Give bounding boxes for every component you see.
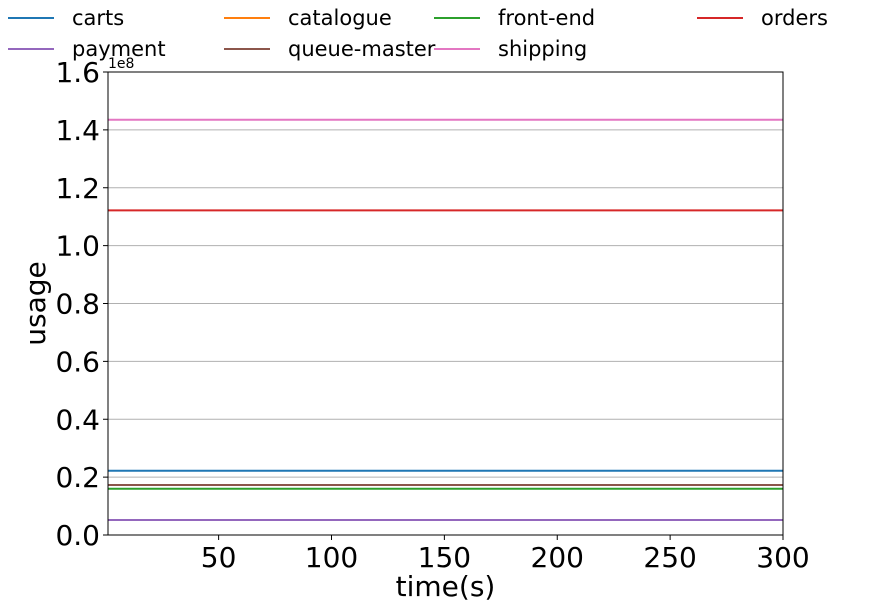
legend-label-carts: carts [72, 6, 124, 30]
y-tick-label: 0.6 [55, 345, 100, 378]
x-tick-label: 200 [531, 541, 584, 574]
x-tick-label: 300 [756, 541, 809, 574]
x-tick-label: 150 [418, 541, 471, 574]
y-tick-label: 0.2 [55, 461, 100, 494]
legend-label-orders: orders [761, 6, 828, 30]
y-offset-label: 1e8 [108, 56, 134, 72]
y-tick-label: 0.0 [55, 519, 100, 552]
x-tick-label: 100 [305, 541, 358, 574]
y-tick-label: 1.6 [55, 56, 100, 89]
legend-label-catalogue: catalogue [288, 6, 392, 30]
x-axis: 50 100 150 200 250 300 [201, 535, 810, 574]
legend-label-front-end: front-end [498, 6, 595, 30]
y-axis-label: usage [19, 261, 52, 346]
y-tick-label: 1.4 [55, 114, 100, 147]
y-tick-label: 1.2 [55, 172, 100, 205]
legend-label-shipping: shipping [498, 37, 587, 61]
legend-label-queue-master: queue-master [288, 37, 436, 61]
y-tick-label: 1.0 [55, 230, 100, 263]
legend: carts catalogue front-end orders payment queu… [8, 6, 828, 61]
y-tick-label: 0.8 [55, 288, 100, 321]
legend-label-payment: payment [72, 37, 166, 61]
y-axis: 0.0 0.2 0.4 0.6 0.8 1.0 1.2 1.4 1.6 [55, 56, 108, 552]
x-tick-label: 250 [643, 541, 696, 574]
grid-lines [108, 71, 783, 536]
x-tick-label: 50 [201, 541, 237, 574]
x-axis-label: time(s) [396, 570, 496, 600]
series-lines [108, 118, 783, 521]
y-tick-label: 0.4 [55, 403, 100, 436]
